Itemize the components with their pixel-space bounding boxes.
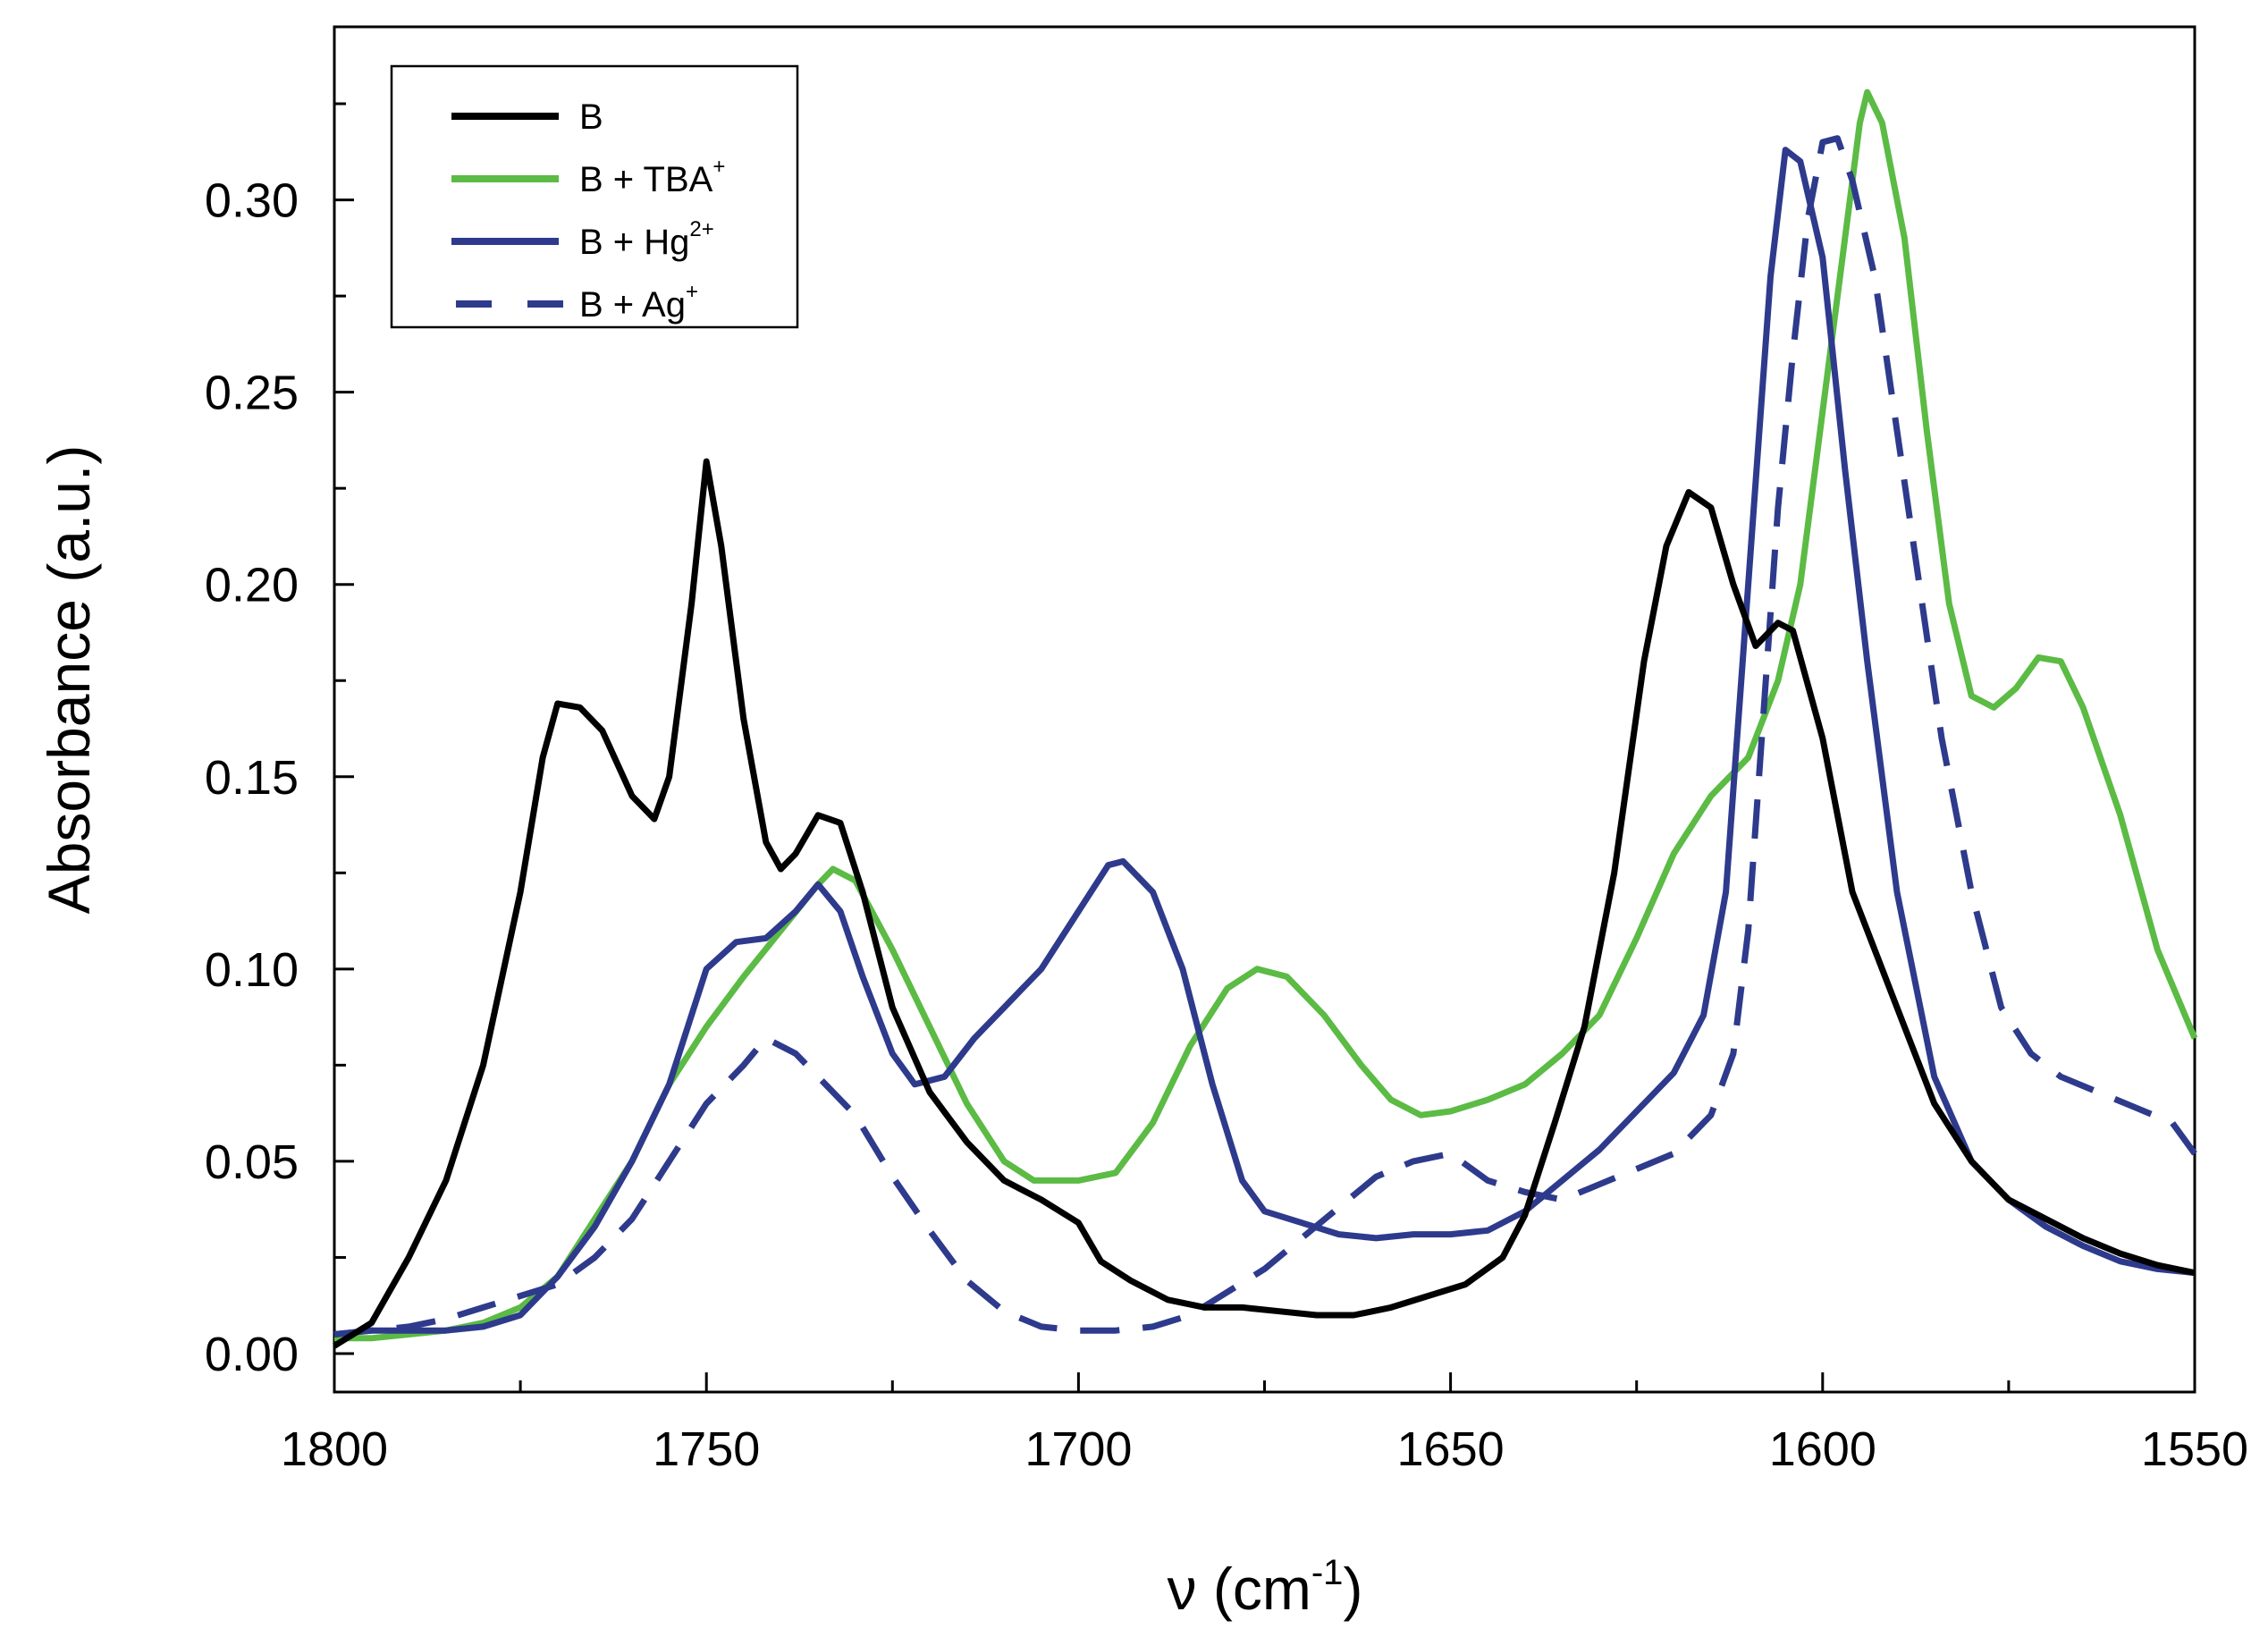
legend-box bbox=[390, 64, 799, 329]
series-layer bbox=[333, 89, 2198, 1349]
legend: BB + TBA+B + Hg2+B + Ag+ bbox=[390, 64, 799, 329]
y-tick-label: 0.20 bbox=[205, 559, 299, 612]
x-tick-label: 1550 bbox=[2141, 1422, 2248, 1476]
x-axis-title-base: ν (cm bbox=[1168, 1556, 1311, 1622]
x-axis-title-superscript: -1 bbox=[1311, 1553, 1344, 1592]
legend-label-3: B + Ag+ bbox=[579, 280, 698, 325]
legend-label-base: B + TBA bbox=[579, 160, 713, 199]
y-tick-label: 0.05 bbox=[205, 1135, 299, 1189]
legend-label-superscript: 2+ bbox=[689, 217, 713, 241]
series-line-0 bbox=[333, 458, 2196, 1349]
y-tick-label: 0.25 bbox=[205, 367, 299, 420]
legend-label-1: B + TBA+ bbox=[579, 155, 725, 199]
legend-label-0: B bbox=[579, 97, 603, 137]
x-axis: 1800 1750 1700 1650 1600 1550 bbox=[281, 1372, 2248, 1476]
legend-label-base: B bbox=[579, 97, 603, 137]
y-axis-title: Absorbance (a.u.) bbox=[36, 445, 102, 915]
y-axis: 0.00 0.05 0.10 0.15 0.20 0.25 0.30 bbox=[205, 102, 354, 1381]
y-tick-label: 0.10 bbox=[205, 943, 299, 997]
x-axis-title-close: ) bbox=[1343, 1556, 1362, 1622]
y-tick-label: 0.30 bbox=[205, 174, 299, 228]
x-axis-title: ν (cm-1) bbox=[1168, 1553, 1363, 1622]
series-line-2 bbox=[333, 147, 2196, 1337]
legend-label-2: B + Hg2+ bbox=[579, 217, 714, 262]
y-tick-label: 0.00 bbox=[205, 1328, 299, 1381]
series-line-1 bbox=[334, 89, 2198, 1342]
x-tick-label: 1600 bbox=[1769, 1422, 1876, 1476]
legend-label-base: B + Hg bbox=[579, 223, 689, 262]
legend-label-base: B + Ag bbox=[579, 285, 686, 325]
legend-label-superscript: + bbox=[686, 280, 698, 304]
series-line-3 bbox=[333, 135, 2197, 1337]
x-tick-label: 1650 bbox=[1397, 1422, 1505, 1476]
x-tick-label: 1800 bbox=[281, 1422, 388, 1476]
legend-label-superscript: + bbox=[712, 155, 725, 179]
x-tick-label: 1750 bbox=[653, 1422, 760, 1476]
y-tick-label: 0.15 bbox=[205, 751, 299, 805]
x-tick-label: 1700 bbox=[1024, 1422, 1132, 1476]
